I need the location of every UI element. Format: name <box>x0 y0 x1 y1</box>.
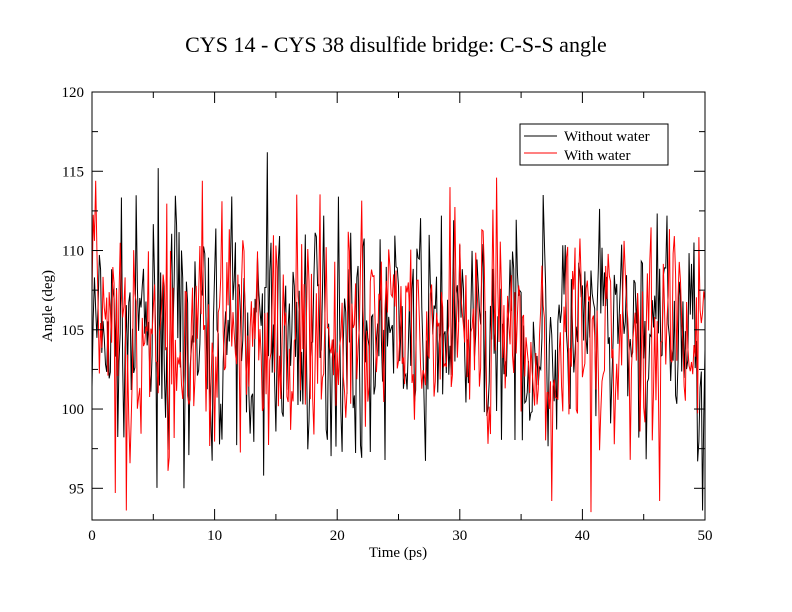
x-tick-label: 20 <box>330 528 345 544</box>
y-tick-label: 120 <box>62 85 85 101</box>
y-axis-label: Angle (deg) <box>40 270 56 342</box>
x-axis: 0 10 20 30 40 50 <box>88 92 713 544</box>
x-tick-label: 10 <box>207 528 222 544</box>
x-tick-label: 30 <box>452 528 467 544</box>
x-tick-label: 0 <box>88 528 96 544</box>
x-tick-label: 40 <box>575 528 590 544</box>
y-tick-label: 110 <box>62 244 84 260</box>
series-line-with-water <box>91 177 706 513</box>
legend[interactable]: Without water With water <box>519 123 669 166</box>
legend-label-without-water: Without water <box>564 129 650 145</box>
chart-title: CYS 14 - CYS 38 disulfide bridge: C-S-S … <box>185 32 607 57</box>
x-axis-label: Time (ps) <box>369 545 427 561</box>
series-line-without-water <box>91 152 706 511</box>
y-tick-label: 115 <box>62 164 84 180</box>
x-tick-label: 50 <box>698 528 713 544</box>
plot-data <box>91 152 706 513</box>
y-axis: 95 100 105 110 115 120 <box>62 85 705 497</box>
legend-box <box>519 123 669 166</box>
y-tick-label: 100 <box>62 402 85 418</box>
y-tick-label: 105 <box>62 323 85 339</box>
y-tick-label: 95 <box>69 481 84 497</box>
legend-label-with-water: With water <box>564 148 630 164</box>
